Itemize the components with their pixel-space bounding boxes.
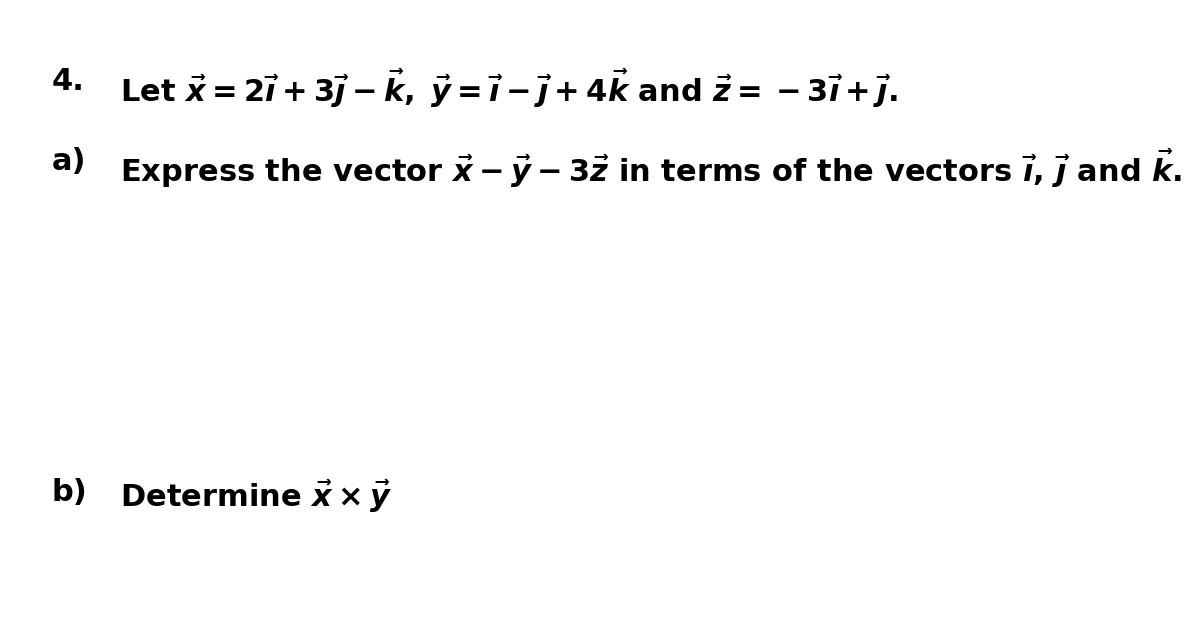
Text: Express the vector $\vec{x} - \vec{y} - 3\vec{z}$ in terms of the vectors $\vec{: Express the vector $\vec{x} - \vec{y} - … xyxy=(120,147,1182,190)
Text: Let $\vec{x} = 2\vec{\imath} + 3\vec{\jmath} - \vec{k},\; \vec{y} = \vec{\imath}: Let $\vec{x} = 2\vec{\imath} + 3\vec{\jm… xyxy=(120,67,898,110)
Text: Determine $\vec{x} \times \vec{y}$: Determine $\vec{x} \times \vec{y}$ xyxy=(120,478,392,515)
Text: b): b) xyxy=(52,478,88,507)
Text: a): a) xyxy=(52,147,86,176)
Text: 4.: 4. xyxy=(52,67,84,96)
